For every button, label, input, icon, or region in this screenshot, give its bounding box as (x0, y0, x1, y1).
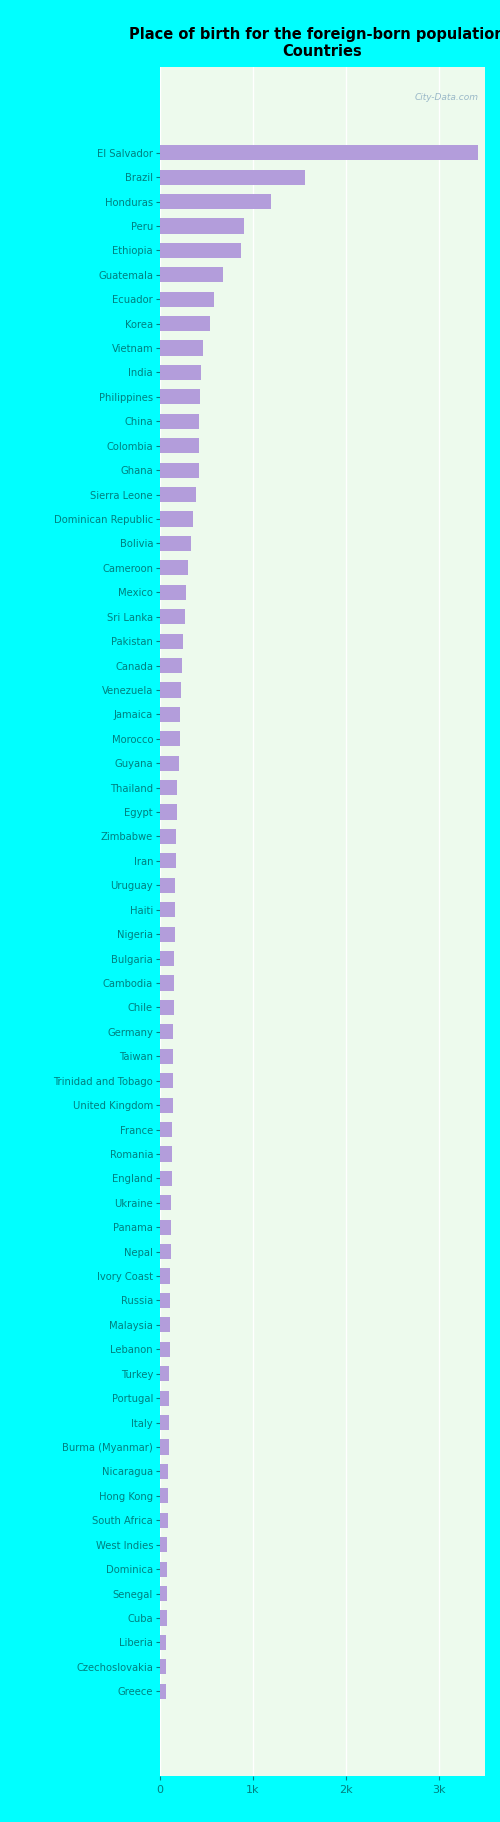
Bar (160, 1416, 169, 1430)
Bar (160, 1660, 166, 1674)
Bar (160, 805, 176, 820)
Bar (160, 536, 190, 550)
Bar (160, 829, 176, 844)
Bar (160, 364, 202, 381)
Bar (160, 315, 210, 332)
Text: City-Data.com: City-Data.com (414, 93, 478, 102)
Bar (160, 463, 198, 477)
Bar (160, 1122, 172, 1137)
Bar (160, 242, 241, 259)
Bar (160, 1073, 173, 1088)
Bar (160, 1172, 172, 1186)
Bar (160, 1684, 166, 1698)
Bar (160, 1049, 173, 1064)
Bar (160, 780, 177, 794)
Bar (160, 1489, 168, 1503)
Bar (160, 1317, 170, 1332)
Bar (160, 853, 176, 869)
Bar (160, 951, 174, 966)
Bar (160, 414, 200, 428)
Bar (160, 634, 183, 649)
Bar (160, 1366, 170, 1381)
Title: Place of birth for the foreign-born population -
Countries: Place of birth for the foreign-born popu… (129, 27, 500, 60)
Bar (160, 341, 202, 355)
Bar (160, 609, 185, 625)
Bar (160, 486, 196, 503)
Bar (160, 707, 180, 722)
Bar (160, 1244, 170, 1259)
Bar (160, 1146, 172, 1161)
Bar (160, 512, 192, 527)
Bar (160, 927, 174, 942)
Bar (160, 1512, 168, 1529)
Bar (160, 878, 176, 893)
Bar (160, 1000, 173, 1015)
Bar (160, 975, 174, 991)
Bar (160, 756, 178, 771)
Bar (160, 658, 182, 672)
Bar (160, 1390, 169, 1407)
Bar (160, 1268, 170, 1285)
Bar (160, 1538, 168, 1552)
Bar (160, 219, 244, 233)
Bar (160, 731, 180, 747)
Bar (160, 1585, 167, 1602)
Bar (160, 1219, 171, 1235)
Bar (160, 146, 478, 160)
Bar (160, 1195, 171, 1210)
Bar (160, 268, 223, 282)
Bar (160, 292, 214, 306)
Bar (160, 683, 182, 698)
Bar (160, 1439, 168, 1454)
Bar (160, 585, 186, 599)
Bar (160, 1341, 170, 1357)
Bar (160, 1611, 166, 1625)
Bar (160, 390, 200, 404)
Bar (160, 169, 305, 184)
Bar (160, 902, 175, 916)
Bar (160, 1634, 166, 1651)
Bar (160, 1024, 173, 1039)
Bar (160, 1463, 168, 1479)
Bar (160, 1561, 167, 1576)
Bar (160, 193, 272, 210)
Bar (160, 437, 199, 454)
Bar (160, 1294, 170, 1308)
Bar (160, 559, 188, 576)
Bar (160, 1097, 172, 1113)
